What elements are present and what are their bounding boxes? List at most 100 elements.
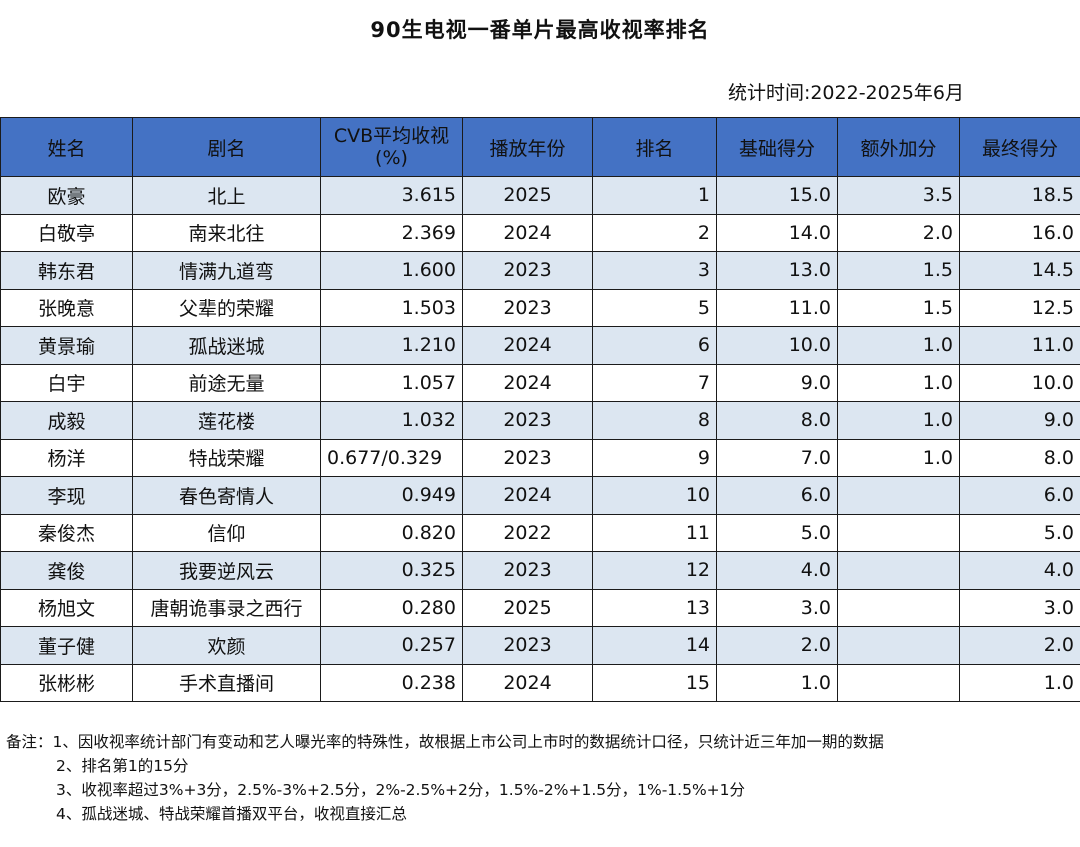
table-row: 杨洋 特战荣耀 0.677/0.329 2023 9 7.0 1.0 8.0: [0, 438, 1080, 477]
cell-year: 2024: [462, 326, 593, 365]
cell-drama: 特战荣耀: [132, 438, 321, 477]
cell-year: 2024: [462, 213, 593, 252]
note-line-3: 3、收视率超过3%+3分，2.5%-3%+2.5分，2%-2.5%+2分，1.5…: [56, 781, 746, 799]
cell-cvb: 1.503: [320, 288, 463, 327]
cell-year: 2023: [462, 288, 593, 327]
table-row: 李现 春色寄情人 0.949 2024 10 6.0 6.0: [0, 476, 1080, 515]
cell-name: 白宇: [0, 363, 133, 402]
cell-year: 2023: [462, 438, 593, 477]
cell-cvb: 3.615: [320, 176, 463, 215]
cell-drama: 父辈的荣耀: [132, 288, 321, 327]
cell-extra-score: 1.5: [837, 251, 960, 290]
cell-base-score: 9.0: [716, 363, 838, 402]
cell-extra-score: [837, 588, 960, 627]
table-row: 张晚意 父辈的荣耀 1.503 2023 5 11.0 1.5 12.5: [0, 288, 1080, 327]
cell-cvb: 0.238: [320, 663, 463, 702]
cell-extra-score: [837, 513, 960, 552]
cell-year: 2025: [462, 176, 593, 215]
table-row: 韩东君 情满九道弯 1.600 2023 3 13.0 1.5 14.5: [0, 251, 1080, 290]
col-header-final-score: 最终得分: [959, 117, 1080, 177]
cell-year: 2023: [462, 251, 593, 290]
col-header-cvb-line1: CVB平均收视: [333, 125, 450, 147]
cell-rank: 6: [592, 326, 717, 365]
cell-cvb: 1.032: [320, 401, 463, 440]
table-header-row: 姓名 剧名 CVB平均收视 (%) 播放年份 排名 基础得分 额外加分 最终得分: [0, 117, 1080, 177]
col-header-base-score: 基础得分: [716, 117, 838, 177]
cell-base-score: 1.0: [716, 663, 838, 702]
table-row: 欧豪 北上 3.615 2025 1 15.0 3.5 18.5: [0, 176, 1080, 215]
cell-rank: 15: [592, 663, 717, 702]
stat-time: 统计时间:2022-2025年6月: [727, 82, 964, 104]
col-header-year: 播放年份: [462, 117, 593, 177]
cell-rank: 3: [592, 251, 717, 290]
cell-final-score: 5.0: [959, 513, 1080, 552]
cell-extra-score: [837, 476, 960, 515]
cell-name: 杨洋: [0, 438, 133, 477]
cell-final-score: 8.0: [959, 438, 1080, 477]
cell-name: 秦俊杰: [0, 513, 133, 552]
cell-drama: 南来北往: [132, 213, 321, 252]
table-row: 张彬彬 手术直播间 0.238 2024 15 1.0 1.0: [0, 663, 1080, 702]
cell-final-score: 11.0: [959, 326, 1080, 365]
cell-base-score: 15.0: [716, 176, 838, 215]
cell-drama: 莲花楼: [132, 401, 321, 440]
cell-base-score: 7.0: [716, 438, 838, 477]
table-row: 成毅 莲花楼 1.032 2023 8 8.0 1.0 9.0: [0, 401, 1080, 440]
col-header-name: 姓名: [0, 117, 133, 177]
cell-cvb: 1.210: [320, 326, 463, 365]
cell-extra-score: 1.0: [837, 363, 960, 402]
cell-rank: 7: [592, 363, 717, 402]
cell-extra-score: 1.0: [837, 438, 960, 477]
cell-rank: 1: [592, 176, 717, 215]
cell-cvb: 1.600: [320, 251, 463, 290]
table-row: 董子健 欢颜 0.257 2023 14 2.0 2.0: [0, 626, 1080, 665]
cell-year: 2022: [462, 513, 593, 552]
cell-base-score: 10.0: [716, 326, 838, 365]
cell-name: 黄景瑜: [0, 326, 133, 365]
cell-name: 董子健: [0, 626, 133, 665]
cell-final-score: 2.0: [959, 626, 1080, 665]
cell-rank: 11: [592, 513, 717, 552]
cell-year: 2024: [462, 363, 593, 402]
cell-base-score: 14.0: [716, 213, 838, 252]
cell-cvb: 1.057: [320, 363, 463, 402]
cell-name: 成毅: [0, 401, 133, 440]
cell-base-score: 11.0: [716, 288, 838, 327]
cell-drama: 手术直播间: [132, 663, 321, 702]
cell-base-score: 3.0: [716, 588, 838, 627]
cell-extra-score: 1.0: [837, 401, 960, 440]
cell-drama: 情满九道弯: [132, 251, 321, 290]
cell-year: 2025: [462, 588, 593, 627]
table-row: 秦俊杰 信仰 0.820 2022 11 5.0 5.0: [0, 513, 1080, 552]
cell-name: 欧豪: [0, 176, 133, 215]
cell-final-score: 6.0: [959, 476, 1080, 515]
cell-year: 2023: [462, 401, 593, 440]
col-header-drama: 剧名: [132, 117, 321, 177]
cell-extra-score: [837, 663, 960, 702]
cell-year: 2024: [462, 476, 593, 515]
note-line-4: 4、孤战迷城、特战荣耀首播双平台，收视直接汇总: [56, 805, 407, 823]
cell-final-score: 3.0: [959, 588, 1080, 627]
cell-final-score: 14.5: [959, 251, 1080, 290]
note-line-2: 2、排名第1的15分: [56, 757, 189, 775]
cell-year: 2023: [462, 551, 593, 590]
table-body: 欧豪 北上 3.615 2025 1 15.0 3.5 18.5 白敬亭 南来北往 2.369 202…: [0, 176, 1080, 702]
cell-name: 李现: [0, 476, 133, 515]
cell-final-score: 10.0: [959, 363, 1080, 402]
cell-cvb: 0.949: [320, 476, 463, 515]
table-row: 杨旭文 唐朝诡事录之西行 0.280 2025 13 3.0 3.0: [0, 588, 1080, 627]
cell-final-score: 1.0: [959, 663, 1080, 702]
cell-cvb: 0.280: [320, 588, 463, 627]
cell-final-score: 16.0: [959, 213, 1080, 252]
cell-cvb: 0.257: [320, 626, 463, 665]
cell-final-score: 4.0: [959, 551, 1080, 590]
table-row: 黄景瑜 孤战迷城 1.210 2024 6 10.0 1.0 11.0: [0, 326, 1080, 365]
cell-final-score: 18.5: [959, 176, 1080, 215]
cell-rank: 5: [592, 288, 717, 327]
cell-base-score: 6.0: [716, 476, 838, 515]
cell-final-score: 12.5: [959, 288, 1080, 327]
cell-drama: 春色寄情人: [132, 476, 321, 515]
cell-base-score: 8.0: [716, 401, 838, 440]
col-header-cvb-line2: (%): [375, 147, 408, 169]
table-row: 白宇 前途无量 1.057 2024 7 9.0 1.0 10.0: [0, 363, 1080, 402]
